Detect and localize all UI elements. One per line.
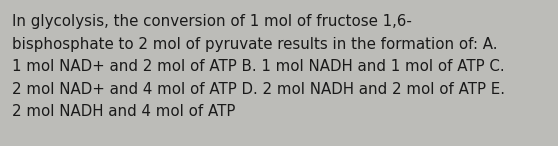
Text: 2 mol NADH and 4 mol of ATP: 2 mol NADH and 4 mol of ATP	[12, 104, 235, 119]
Text: 1 mol NAD+ and 2 mol of ATP B. 1 mol NADH and 1 mol of ATP C.: 1 mol NAD+ and 2 mol of ATP B. 1 mol NAD…	[12, 59, 504, 74]
Text: bisphosphate to 2 mol of pyruvate results in the formation of: A.: bisphosphate to 2 mol of pyruvate result…	[12, 36, 498, 52]
Text: In glycolysis, the conversion of 1 mol of fructose 1,6-: In glycolysis, the conversion of 1 mol o…	[12, 14, 412, 29]
Text: 2 mol NAD+ and 4 mol of ATP D. 2 mol NADH and 2 mol of ATP E.: 2 mol NAD+ and 4 mol of ATP D. 2 mol NAD…	[12, 81, 505, 97]
